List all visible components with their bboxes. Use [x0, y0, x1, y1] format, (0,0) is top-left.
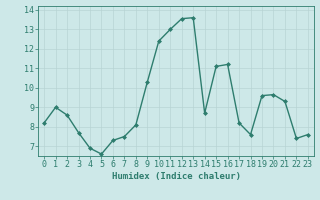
- X-axis label: Humidex (Indice chaleur): Humidex (Indice chaleur): [111, 172, 241, 181]
